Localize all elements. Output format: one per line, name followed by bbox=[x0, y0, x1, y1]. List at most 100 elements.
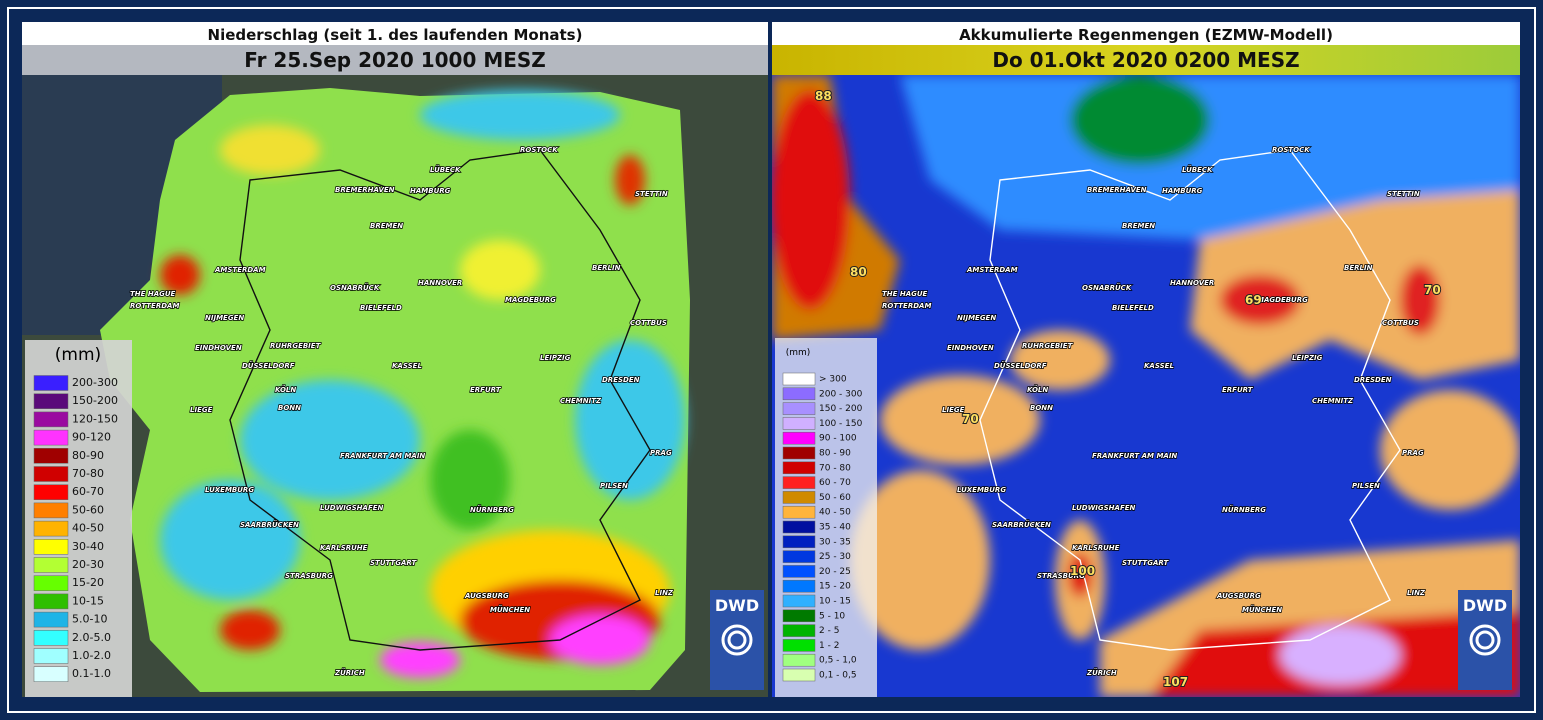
city-label: THE HAGUE bbox=[130, 290, 176, 298]
legend-label: 20 - 25 bbox=[819, 567, 851, 577]
legend-swatch bbox=[782, 653, 816, 667]
city-label: BREMERHAVEN bbox=[335, 186, 395, 194]
logo-text: DWD bbox=[1463, 596, 1507, 615]
legend-label: > 300 bbox=[819, 375, 847, 385]
legend-swatch bbox=[782, 579, 816, 593]
legend-label: 25 - 30 bbox=[819, 552, 851, 562]
city-label: RUHRGEBIET bbox=[270, 342, 322, 350]
city-label: STRASBURG bbox=[285, 572, 333, 580]
city-label: DRESDEN bbox=[602, 376, 640, 384]
legend-swatch bbox=[782, 431, 816, 445]
city-label: COTTBUS bbox=[630, 319, 667, 327]
legend-label: 150 - 200 bbox=[819, 404, 863, 414]
legend-label: 50 - 60 bbox=[819, 493, 851, 503]
city-label: LINZ bbox=[655, 589, 674, 597]
legend-swatch bbox=[33, 411, 69, 428]
legend-label: 0,1 - 0,5 bbox=[819, 671, 857, 681]
dwd-logo: DWD bbox=[1458, 590, 1512, 690]
city-label: KÖLN bbox=[1027, 385, 1048, 394]
city-label: FRANKFURT AM MAIN bbox=[1092, 452, 1177, 460]
legend-swatch bbox=[33, 484, 69, 500]
city-label: ROSTOCK bbox=[520, 146, 558, 154]
city-label: HAMBURG bbox=[1162, 187, 1203, 195]
subtitle-bar bbox=[772, 45, 1520, 75]
city-label: ERFURT bbox=[1222, 386, 1254, 394]
city-label: LIEGE bbox=[190, 406, 213, 414]
legend-label: 2.0-5.0 bbox=[72, 631, 111, 644]
legend-swatch bbox=[33, 539, 69, 555]
title-bar bbox=[772, 22, 1520, 45]
city-label: COTTBUS bbox=[1382, 319, 1419, 327]
city-label: PILSEN bbox=[1352, 482, 1380, 490]
city-label: STETTIN bbox=[635, 190, 668, 198]
city-label: NIJMEGEN bbox=[957, 314, 996, 322]
city-label: LUDWIGSHAFEN bbox=[320, 504, 384, 512]
city-label: PILSEN bbox=[600, 482, 628, 490]
legend-swatch bbox=[33, 502, 69, 519]
city-label: ROSTOCK bbox=[1272, 146, 1310, 154]
city-label: ROTTERDAM bbox=[130, 302, 179, 310]
city-label: EINDHOVEN bbox=[947, 344, 994, 352]
city-label: HANNOVER bbox=[418, 279, 462, 287]
panel-title: Akkumulierte Regenmengen (EZMW-Modell) bbox=[959, 26, 1333, 44]
map-value-label: 70 bbox=[962, 412, 979, 426]
city-label: KARLSRUHE bbox=[1072, 544, 1120, 552]
city-label: BERLIN bbox=[1344, 264, 1373, 272]
legend-swatch bbox=[782, 417, 816, 430]
city-label: LINZ bbox=[1407, 589, 1426, 597]
city-label: DRESDEN bbox=[1354, 376, 1392, 384]
legend-swatch bbox=[782, 535, 816, 549]
city-label: KASSEL bbox=[392, 362, 422, 370]
legend-swatch bbox=[33, 466, 69, 482]
dwd-logo: DWD bbox=[710, 590, 764, 690]
city-label: BREMEN bbox=[1122, 222, 1155, 230]
city-label: LEIPZIG bbox=[540, 354, 571, 362]
city-label: LÜBECK bbox=[1182, 165, 1213, 174]
city-label: STETTIN bbox=[1387, 190, 1420, 198]
legend-swatch bbox=[782, 520, 816, 534]
legend-label: 70-80 bbox=[72, 467, 104, 480]
legend-label: 70 - 80 bbox=[819, 463, 851, 473]
city-label: CHEMNITZ bbox=[1312, 397, 1354, 405]
city-label: ERFURT bbox=[470, 386, 502, 394]
legend-label: 40 - 50 bbox=[819, 508, 851, 518]
city-label: DÜSSELDORF bbox=[994, 361, 1047, 370]
legend-swatch bbox=[782, 461, 816, 475]
legend-swatch bbox=[782, 387, 816, 401]
legend-label: 80-90 bbox=[72, 449, 104, 462]
map-value-label: 69 bbox=[1245, 293, 1262, 307]
city-label: BREMERHAVEN bbox=[1087, 186, 1147, 194]
legend-swatch bbox=[782, 372, 816, 386]
city-label: CHEMNITZ bbox=[560, 397, 602, 405]
logo-text: DWD bbox=[715, 596, 759, 615]
city-label: KARLSRUHE bbox=[320, 544, 368, 552]
legend-label: 200 - 300 bbox=[819, 389, 863, 399]
legend-swatch bbox=[33, 448, 69, 464]
legend-swatch bbox=[33, 520, 69, 537]
city-label: LUDWIGSHAFEN bbox=[1072, 504, 1136, 512]
legend-label: 90 - 100 bbox=[819, 434, 857, 444]
city-label: AUGSBURG bbox=[464, 592, 509, 600]
legend-swatch bbox=[33, 611, 69, 628]
city-label: KASSEL bbox=[1144, 362, 1174, 370]
city-label: AUGSBURG bbox=[1216, 592, 1261, 600]
legend-swatch bbox=[33, 557, 69, 573]
left-map bbox=[22, 75, 768, 697]
city-label: BREMEN bbox=[370, 222, 403, 230]
legend-swatch bbox=[33, 666, 69, 682]
city-label: OSNABRÜCK bbox=[330, 283, 380, 292]
city-label: NÜRNBERG bbox=[1222, 505, 1266, 514]
city-label: MÜNCHEN bbox=[490, 605, 530, 614]
city-label: NÜRNBERG bbox=[470, 505, 514, 514]
city-label: RUHRGEBIET bbox=[1022, 342, 1074, 350]
city-label: HAMBURG bbox=[410, 187, 451, 195]
panel-subtitle: Fr 25.Sep 2020 1000 MESZ bbox=[244, 48, 546, 72]
subtitle-bar bbox=[22, 45, 768, 75]
legend-label: 80 - 90 bbox=[819, 449, 851, 459]
legend-swatch bbox=[33, 375, 69, 391]
legend-swatch bbox=[782, 639, 816, 652]
city-label: STUTTGART bbox=[370, 559, 417, 567]
city-label: PRAG bbox=[1402, 449, 1424, 457]
legend-label: 10-15 bbox=[72, 594, 104, 607]
legend-swatch bbox=[33, 593, 69, 610]
